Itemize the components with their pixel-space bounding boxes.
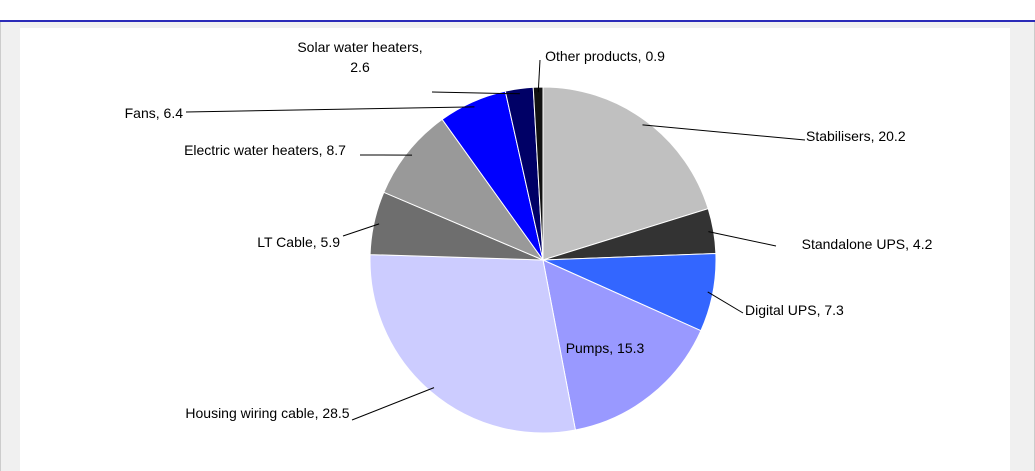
leader-line [431, 91, 520, 95]
data-label: LT Cable, 5.9 [257, 234, 340, 250]
data-label: Standalone UPS, 4.2 [801, 236, 933, 252]
pie-slice [369, 254, 577, 434]
header-rule [0, 20, 1035, 22]
leader-line [707, 291, 744, 314]
data-label: Housing wiring cable, 28.5 [185, 405, 350, 421]
pie-slice [383, 118, 545, 262]
data-label: Solar water heaters, 2.6 [297, 39, 423, 75]
leader-line [642, 124, 806, 141]
leader-line [708, 231, 777, 247]
data-label: Electric water heaters, 8.7 [184, 142, 346, 158]
pie-slice [542, 86, 709, 261]
data-label: Stabilisers, 20.2 [806, 128, 906, 144]
data-label: Fans, 6.4 [124, 105, 183, 121]
leader-line [185, 106, 475, 113]
data-label: Pumps, 15.3 [565, 340, 645, 356]
pie-slice [542, 259, 702, 431]
data-label: Other products, 0.9 [545, 48, 665, 64]
leader-line [351, 387, 435, 421]
data-label: Digital UPS, 7.3 [745, 302, 844, 318]
leader-line [342, 223, 380, 237]
leader-line [537, 59, 541, 93]
